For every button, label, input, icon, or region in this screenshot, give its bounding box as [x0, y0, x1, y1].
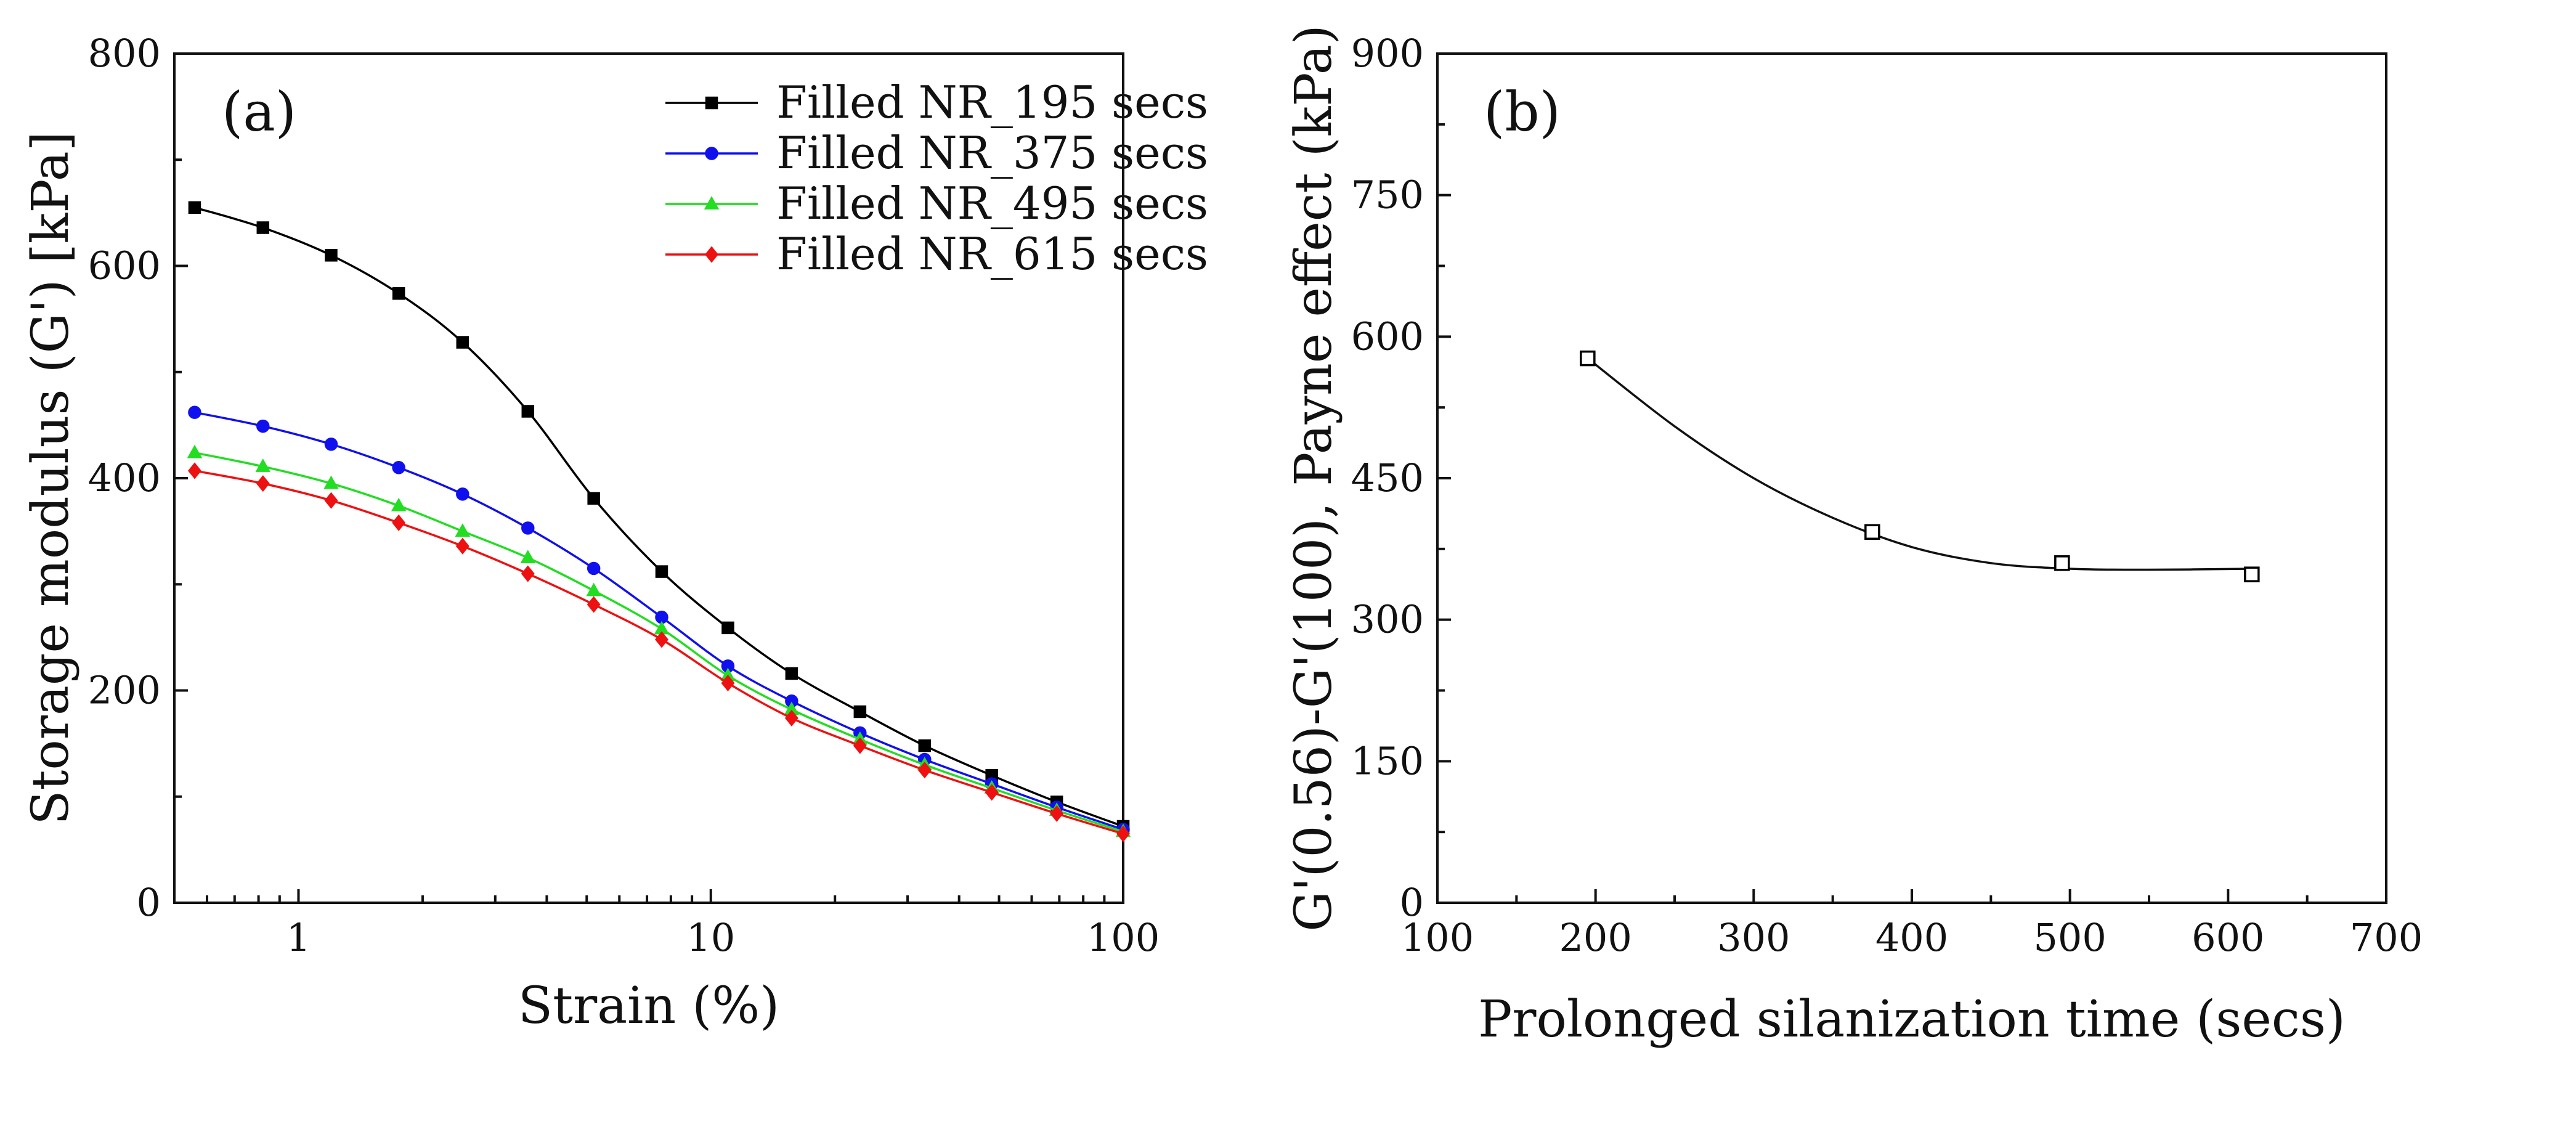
- data-point-series-4: [784, 709, 798, 727]
- panel-a-x-tick-label: 10: [686, 915, 735, 960]
- data-point-series-1: [655, 565, 668, 578]
- data-point-series-3: [455, 523, 471, 537]
- data-point-series-4: [188, 462, 201, 479]
- panel-b-label: (b): [1484, 80, 1561, 144]
- legend-label-2: Filled NR_375 secs: [776, 127, 1208, 179]
- data-point-series-4: [324, 492, 338, 509]
- data-point-series-2: [188, 405, 201, 419]
- panel-a-x-axis-title: Strain (%): [518, 977, 779, 1035]
- data-point-series-3: [391, 497, 407, 511]
- data-point-series-2: [392, 461, 405, 474]
- data-point-series-3: [520, 550, 535, 564]
- legend-label-3: Filled NR_495 secs: [776, 177, 1208, 229]
- legend-marker-2: [705, 147, 718, 160]
- data-point-series-1: [587, 492, 600, 505]
- data-point-series-3: [187, 444, 203, 458]
- legend-label-1: Filled NR_195 secs: [776, 76, 1208, 128]
- panel-b-x-tick-label: 200: [1559, 915, 1631, 960]
- panel-b-fit-curve: [1587, 357, 2252, 571]
- panel-b-y-tick-label: 450: [1351, 455, 1424, 500]
- panel-b-chart: 0 150 300 450 600 750 900 100 200 300 400 500 600 700…: [1285, 25, 2423, 1049]
- data-point-series-1: [721, 621, 734, 635]
- data-point-series-1: [392, 287, 405, 300]
- panel-b-x-tick-label: 400: [1875, 915, 1948, 960]
- panel-a-chart: 0 200 400 600 800 1 10 100 (a) Filled NR_195 se…: [22, 31, 1208, 1035]
- panel-b-x-tick-label: 600: [2192, 915, 2264, 960]
- data-point-series-1: [256, 221, 270, 234]
- panel-a-y-tick-label: 800: [88, 31, 161, 76]
- panel-a-x-tick-label: 100: [1087, 915, 1160, 960]
- data-point-series-1: [785, 667, 798, 680]
- data-point-series-1: [325, 249, 338, 262]
- data-point-payne-effect: [1864, 524, 1880, 540]
- panel-b-x-tick-label: 100: [1401, 915, 1474, 960]
- data-point-series-4: [655, 631, 668, 648]
- data-point-series-4: [1050, 805, 1064, 822]
- legend-marker-3: [704, 196, 720, 210]
- data-point-series-4: [1116, 825, 1130, 842]
- data-point-series-4: [853, 737, 867, 754]
- data-point-series-3: [586, 582, 601, 596]
- data-point-series-2: [256, 419, 270, 433]
- data-point-series-4: [455, 537, 469, 555]
- data-point-series-1: [853, 705, 867, 719]
- data-point-series-4: [392, 514, 406, 531]
- data-point-series-4: [256, 475, 270, 492]
- data-point-series-2: [521, 521, 535, 535]
- panel-b-y-tick-label: 0: [1400, 880, 1424, 925]
- legend-marker-1: [705, 96, 718, 110]
- panel-a-plot-frame: [173, 52, 1124, 904]
- legend-marker-4: [705, 246, 718, 263]
- panel-a-y-axis-title: Storage modulus (G') [kPa]: [22, 131, 80, 824]
- panel-b-y-axis-title: G'(0.56)-G'(100), Payne effect (kPa): [1285, 25, 1343, 931]
- data-point-series-1: [188, 201, 201, 214]
- data-point-series-2: [587, 561, 601, 576]
- panel-b-plot-frame: [1436, 52, 2387, 904]
- data-point-series-1: [521, 405, 535, 418]
- panel-b-x-tick-label: 300: [1717, 915, 1790, 960]
- data-point-series-4: [587, 596, 601, 613]
- data-point-series-2: [456, 487, 469, 501]
- panel-b-y-tick-label: 900: [1351, 31, 1424, 76]
- data-point-series-3: [323, 475, 339, 489]
- panel-b-ticks: 0 150 300 450 600 750 900 100 200 300 400 500 600 700: [1351, 31, 2423, 960]
- series-line-1: [194, 206, 1124, 828]
- panel-b-y-tick-label: 150: [1351, 738, 1424, 783]
- data-point-series-1: [918, 739, 932, 752]
- panel-b-y-tick-label: 750: [1351, 173, 1424, 218]
- data-point-series-4: [985, 784, 999, 801]
- data-point-series-2: [324, 438, 338, 451]
- panel-a-x-tick-label: 1: [286, 915, 311, 960]
- panel-a-y-tick-label: 400: [88, 455, 161, 500]
- data-point-series-4: [521, 565, 535, 582]
- panel-b-series: [1580, 350, 2260, 582]
- panel-b-x-axis-title: Prolonged silanization time (secs): [1478, 990, 2346, 1049]
- data-point-series-3: [255, 458, 270, 472]
- data-point-payne-effect: [2054, 555, 2070, 571]
- panel-a-y-tick-label: 200: [88, 668, 161, 713]
- data-point-payne-effect: [2244, 566, 2260, 582]
- panel-b-y-tick-label: 600: [1351, 314, 1424, 359]
- panel-b-y-tick-label: 300: [1351, 597, 1424, 642]
- data-point-series-1: [456, 336, 469, 349]
- panel-a-y-tick-label: 600: [88, 243, 161, 288]
- data-point-series-4: [917, 762, 932, 779]
- panel-a-ticks: 0 200 400 600 800 1 10 100: [88, 31, 1160, 960]
- legend-label-4: Filled NR_615 secs: [776, 228, 1208, 280]
- panel-b-x-tick-label: 700: [2350, 915, 2423, 960]
- data-point-series-4: [721, 674, 735, 691]
- panel-a-y-tick-label: 0: [137, 880, 161, 925]
- panel-a-series: [187, 201, 1131, 842]
- panel-a-label: (a): [222, 80, 296, 144]
- data-point-payne-effect: [1580, 350, 1596, 367]
- panel-b-x-tick-label: 500: [2033, 915, 2106, 960]
